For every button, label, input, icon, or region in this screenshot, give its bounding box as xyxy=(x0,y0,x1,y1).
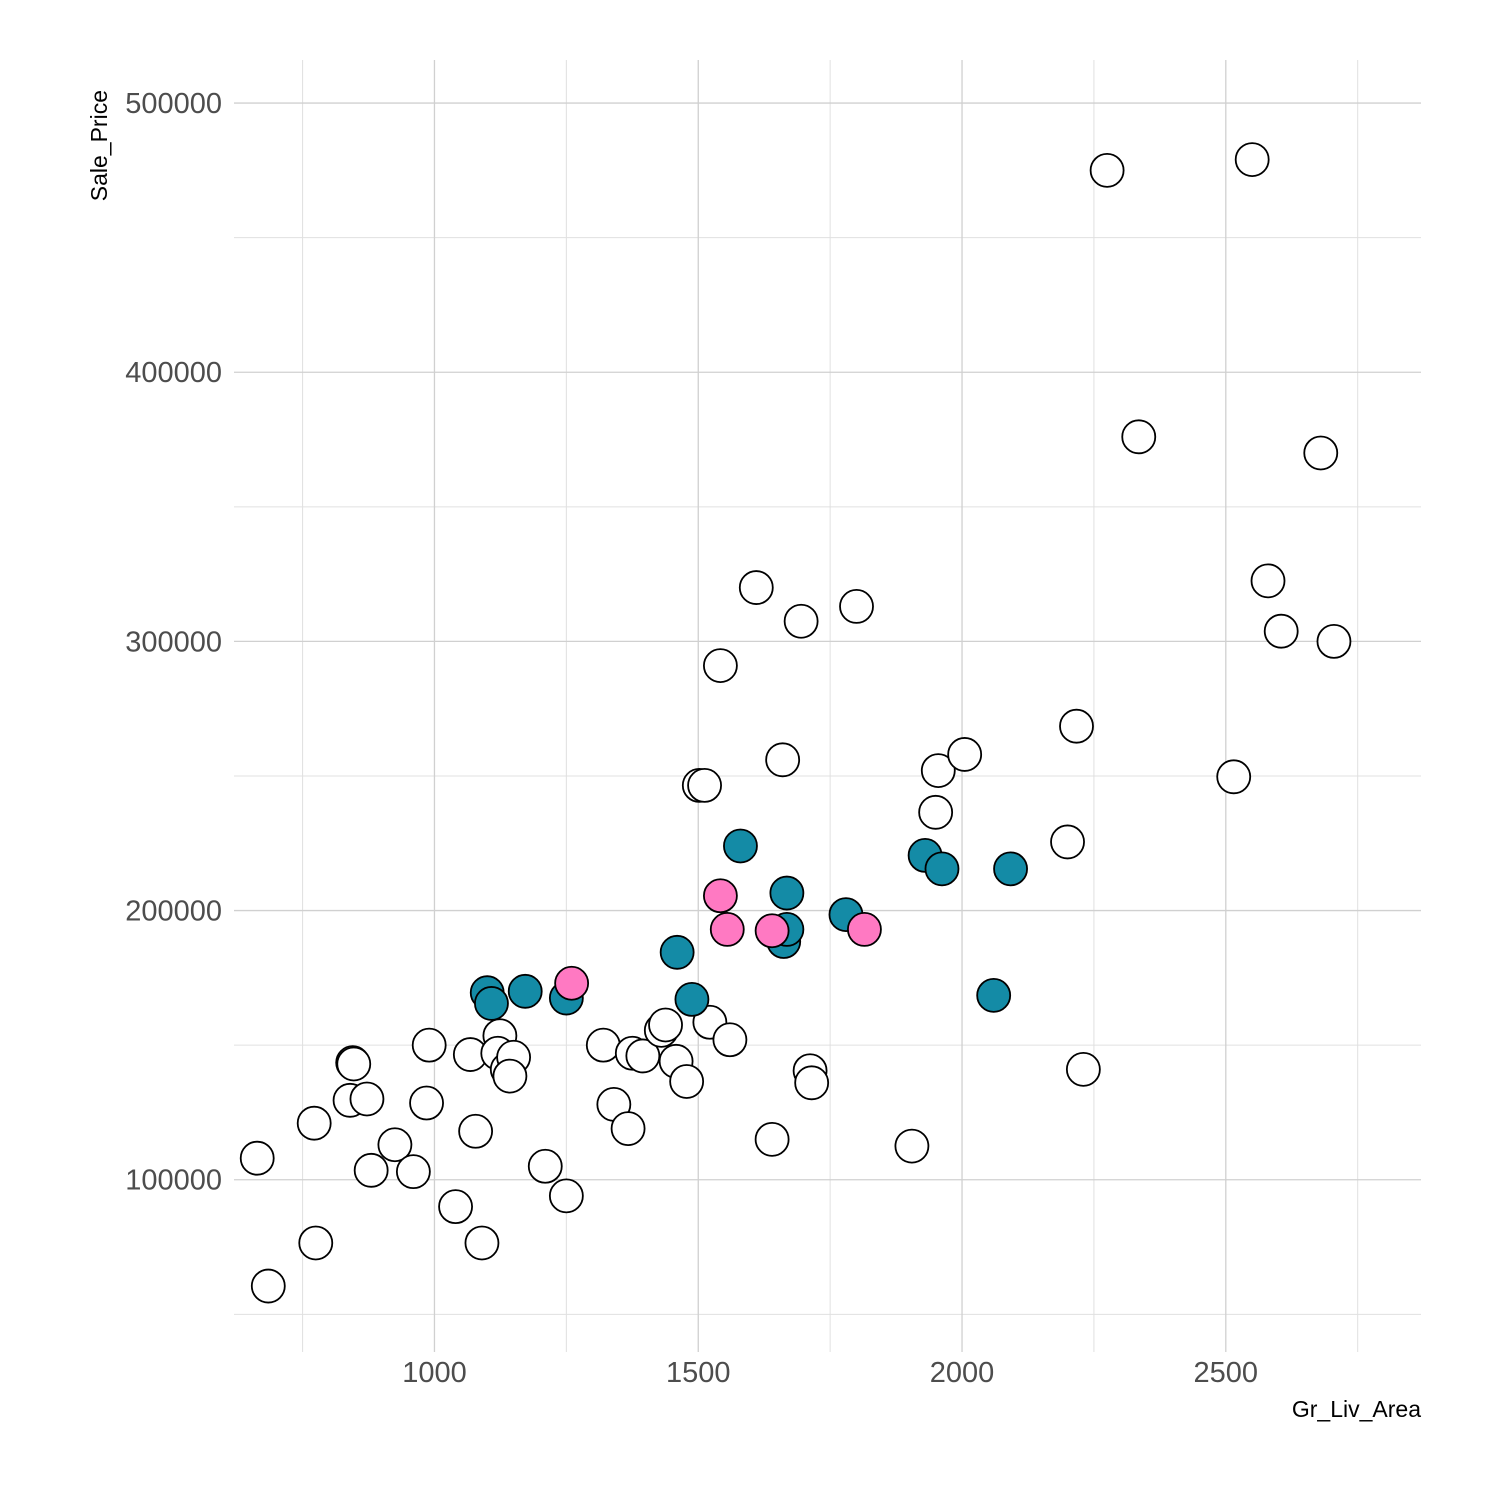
data-point xyxy=(794,1065,830,1101)
data-point xyxy=(250,1268,286,1304)
data-point xyxy=(669,1064,705,1099)
data-point xyxy=(585,1027,621,1063)
data-point xyxy=(1089,152,1125,188)
y-tick-label: 500000 xyxy=(125,88,222,120)
data-point xyxy=(527,1148,563,1184)
x-tick-label: 2500 xyxy=(1194,1357,1259,1389)
data-point xyxy=(474,986,509,1021)
data-point xyxy=(492,1058,528,1094)
data-point xyxy=(1250,563,1286,599)
data-point xyxy=(712,1022,748,1058)
data-point xyxy=(754,913,790,949)
y-axis-title: Sale_Price xyxy=(86,90,112,201)
data-point xyxy=(1216,759,1252,795)
data-point xyxy=(409,1085,444,1121)
data-point xyxy=(353,1152,389,1188)
x-axis-title: Gr_Liv_Area xyxy=(1292,1396,1421,1422)
y-tick-label: 200000 xyxy=(125,896,222,928)
data-point xyxy=(765,742,801,778)
data-point xyxy=(438,1189,473,1225)
data-point xyxy=(336,1046,372,1082)
data-point xyxy=(377,1127,413,1163)
data-point xyxy=(1234,142,1270,177)
data-point xyxy=(687,768,722,803)
data-point xyxy=(709,912,745,947)
data-point xyxy=(723,828,758,864)
data-point xyxy=(783,603,819,639)
data-point xyxy=(298,1225,334,1261)
y-tick-label: 300000 xyxy=(125,626,222,658)
data-point xyxy=(947,737,983,772)
data-point xyxy=(847,912,882,947)
data-point xyxy=(674,981,710,1017)
data-point xyxy=(894,1128,930,1164)
x-tick-label: 1500 xyxy=(666,1357,731,1389)
x-axis-tick-labels: 1000 1500 2000 2500 xyxy=(402,1357,1258,1389)
data-point xyxy=(458,1113,494,1149)
data-point xyxy=(1303,435,1339,471)
data-point xyxy=(239,1140,275,1176)
data-point xyxy=(703,648,738,684)
data-point xyxy=(1263,613,1299,649)
data-points xyxy=(239,142,1352,1304)
data-point xyxy=(296,1105,332,1141)
data-point xyxy=(411,1027,447,1063)
y-axis-tick-labels: 100000 200000 300000 400000 500000 xyxy=(125,88,222,1197)
x-tick-label: 1000 xyxy=(402,1357,467,1389)
y-tick-label: 100000 xyxy=(125,1165,222,1197)
data-point xyxy=(648,1007,683,1043)
data-point xyxy=(920,753,956,788)
data-point xyxy=(1121,419,1157,455)
data-point xyxy=(918,794,954,830)
major-grid xyxy=(234,60,1421,1352)
data-point xyxy=(395,1154,431,1190)
data-point xyxy=(659,934,695,970)
data-point xyxy=(548,1178,584,1214)
data-point xyxy=(993,851,1028,887)
data-point xyxy=(610,1111,646,1146)
data-point xyxy=(839,589,874,624)
data-point xyxy=(1059,708,1094,744)
data-point xyxy=(554,965,590,1001)
y-tick-label: 400000 xyxy=(125,357,222,389)
data-point xyxy=(769,875,805,911)
data-point xyxy=(1050,824,1085,860)
x-tick-label: 2000 xyxy=(930,1357,995,1389)
data-point xyxy=(464,1225,500,1261)
data-point xyxy=(976,977,1012,1013)
data-point xyxy=(1316,624,1352,659)
data-point xyxy=(625,1038,661,1074)
data-point xyxy=(703,878,738,914)
data-point xyxy=(738,570,774,605)
data-point xyxy=(924,851,960,887)
data-point xyxy=(507,973,543,1009)
data-point xyxy=(1065,1051,1101,1087)
data-point xyxy=(349,1081,385,1117)
data-point xyxy=(754,1121,790,1157)
